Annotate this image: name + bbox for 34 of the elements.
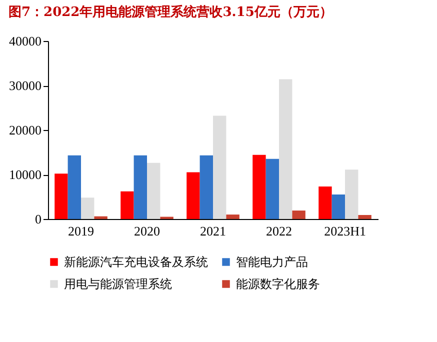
bar <box>226 214 240 219</box>
bar <box>345 170 358 219</box>
x-tick-label: 2023H1 <box>324 224 366 238</box>
bar <box>186 172 200 219</box>
y-tick-label: 30000 <box>9 78 42 93</box>
y-tick-label: 0 <box>35 212 42 226</box>
legend-label: 能源数字化服务 <box>236 277 320 291</box>
x-tick-label: 2019 <box>68 224 94 238</box>
bar <box>279 79 292 219</box>
bar <box>68 155 81 219</box>
bar <box>120 191 134 219</box>
bar <box>358 214 372 219</box>
x-tick-label: 2020 <box>134 224 160 238</box>
legend-label: 用电与能源管理系统 <box>64 277 172 291</box>
y-tick-label: 40000 <box>9 34 42 48</box>
bar <box>332 194 345 219</box>
bar <box>292 210 306 219</box>
bar <box>266 158 279 219</box>
bar <box>134 155 147 219</box>
bar <box>94 216 108 219</box>
legend-label: 新能源汽车充电设备及系统 <box>64 255 208 269</box>
y-tick-label: 10000 <box>9 167 42 182</box>
bar <box>81 198 94 219</box>
bar <box>147 162 160 219</box>
x-tick-label: 2021 <box>200 224 226 238</box>
bar <box>318 186 332 219</box>
bar <box>200 155 213 219</box>
chart-title: 图7：2022年用电能源管理系统营收3.15亿元（万元） <box>8 4 332 20</box>
x-tick-label: 2022 <box>266 224 292 238</box>
y-tick-label: 20000 <box>9 122 42 138</box>
bar <box>54 174 68 219</box>
bar <box>213 116 226 219</box>
legend-label: 智能电力产品 <box>236 255 308 269</box>
bar <box>252 154 266 219</box>
